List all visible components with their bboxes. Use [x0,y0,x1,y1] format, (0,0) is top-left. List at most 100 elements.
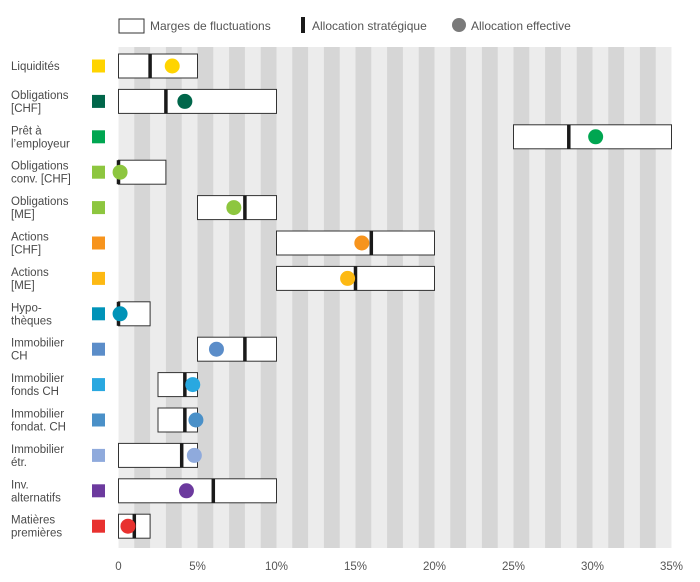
category-label: Prêt à [11,125,42,137]
fluctuation-range-box [118,53,198,79]
background-band [608,47,625,548]
legend-strategic-label: Allocation stratégique [312,19,427,33]
effective-allocation-dot [226,200,242,216]
background-band [450,47,467,548]
category-label: Hypo- [11,302,42,314]
background-band [513,47,530,548]
category-swatch [92,307,105,321]
strategic-allocation-marker [183,372,187,397]
category-label: conv. [CHF] [11,174,71,186]
category-label: Obligations [11,90,69,102]
effective-allocation-dot [354,235,370,251]
legend-strategic-marker [301,17,305,33]
strategic-allocation-marker [353,266,358,291]
legend-effective-label: Allocation effective [471,19,571,33]
category-swatch [92,59,105,73]
background-band [197,47,214,548]
x-tick-label: 20% [423,561,446,573]
legend-range-label: Marges de fluctuations [150,19,271,33]
x-tick-label: 25% [502,561,525,573]
category-swatch [92,378,105,392]
background-band [387,47,403,548]
category-row: Hypo-thèques [11,301,151,327]
category-label: Actions [11,232,49,244]
background-band [418,47,435,548]
x-tick-label: 35% [660,561,683,573]
category-label: thèques [11,315,52,327]
category-swatch [92,413,105,427]
x-tick-label: 5% [189,561,206,573]
strategic-allocation-marker [179,443,184,468]
strategic-allocation-marker [369,231,374,255]
category-row: Obligations[CHF] [11,88,277,115]
effective-allocation-dot [120,518,136,534]
background-band [134,47,151,548]
x-axis-ticks: 0 5% 10% 15% 20% 25% 30% 35% [115,561,683,573]
effective-allocation-dot [186,447,202,463]
effective-allocation-dot [588,129,604,145]
category-label: alternatifs [11,492,61,504]
background-band [260,47,277,548]
strategic-allocation-marker [243,195,247,220]
category-label: fonds CH [11,386,59,398]
x-tick-label: 15% [344,561,367,573]
category-label: Inv. [11,479,29,491]
category-row: Inv.alternatifs [11,478,277,504]
strategic-allocation-marker [243,337,247,362]
effective-allocation-dot [185,377,201,393]
background-band [229,47,245,548]
category-label: Liquidités [11,61,60,73]
x-tick-label: 10% [265,561,288,573]
category-swatch [92,519,105,533]
background-band [576,47,593,548]
category-row: Obligations[ME] [11,195,277,221]
category-label: Obligations [11,161,69,173]
category-swatch [92,94,105,108]
chart-rows: Liquidités Obligations[CHF] Prêt àl’employ… [11,53,672,540]
category-label: Immobilier [11,338,64,350]
category-label: Immobilier [11,373,64,385]
category-label: CH [11,351,28,363]
category-label: Immobilier [11,444,64,456]
effective-allocation-dot [112,306,128,322]
effective-allocation-dot [164,58,180,74]
effective-allocation-dot [177,93,193,109]
background-band [355,47,372,548]
category-swatch [92,484,105,498]
category-swatch [92,236,105,250]
fluctuation-range-box [118,478,277,504]
effective-allocation-dot [178,483,194,499]
legend: Marges de fluctuations Allocation straté… [118,17,571,34]
category-label: Immobilier [11,409,64,421]
effective-allocation-dot [188,412,204,428]
background-band [165,47,182,548]
category-label: l’employeur [11,138,70,150]
category-label: premières [11,528,62,540]
background-band [481,47,498,548]
background-band [639,47,656,548]
category-swatch [92,130,105,144]
background-band [545,47,561,548]
category-row: Liquidités [11,53,198,79]
effective-allocation-dot [208,341,224,357]
category-row: Actions[ME] [11,265,435,292]
category-label: fondat. CH [11,422,66,434]
background-band [323,47,340,548]
strategic-allocation-marker [148,54,152,78]
category-swatch [92,448,105,462]
background-band [292,47,309,548]
category-label: Matières [11,515,55,527]
category-label: Actions [11,267,49,279]
category-label: [ME] [11,209,35,221]
effective-allocation-dot [112,164,128,180]
x-tick-label: 0 [115,561,121,573]
category-label: [ME] [11,280,35,292]
category-row: Actions[CHF] [11,230,435,257]
strategic-allocation-marker [164,89,168,114]
category-swatch [92,201,105,215]
